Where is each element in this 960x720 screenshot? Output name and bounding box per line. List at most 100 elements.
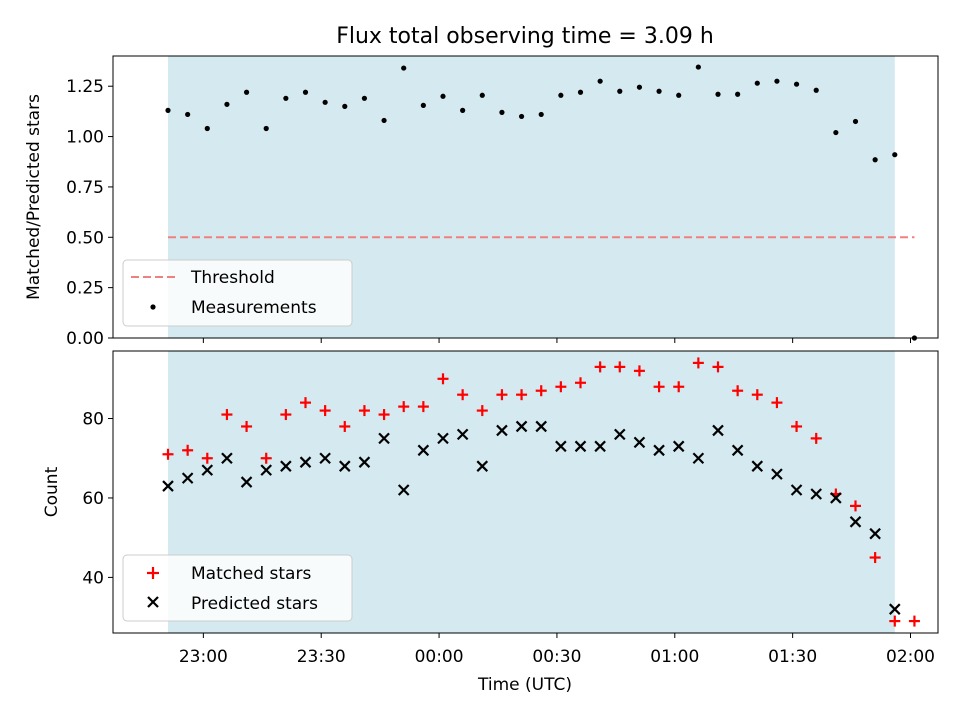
measurement-point bbox=[558, 92, 564, 98]
matched-star-point bbox=[378, 409, 390, 421]
bottom-legend-box bbox=[122, 554, 353, 622]
measurement-point bbox=[892, 152, 898, 158]
predicted-star-point bbox=[378, 432, 390, 445]
bottom-y-axis: 40 60 80 bbox=[82, 410, 113, 588]
bottom-x-axis: 23:00 23:30 00:00 00:30 01:00 01:30 02:00 bbox=[179, 633, 935, 667]
measurement-point bbox=[224, 101, 230, 107]
measurement-point bbox=[577, 89, 584, 95]
measurement-point bbox=[774, 78, 780, 84]
x-axis-label: Time (UTC) bbox=[477, 675, 572, 695]
matched-star-point bbox=[889, 615, 901, 627]
predicted-star-point bbox=[299, 456, 312, 468]
threshold-legend-label: Threshold bbox=[190, 268, 275, 288]
top-panel-frame bbox=[112, 55, 939, 339]
matched-star-point bbox=[221, 409, 233, 421]
measurement-point bbox=[165, 107, 171, 113]
measurement-point bbox=[852, 118, 859, 125]
bottom-y-tick-label: 80 bbox=[82, 410, 104, 430]
matched-star-point bbox=[712, 361, 724, 373]
matched-star-point bbox=[555, 381, 567, 393]
measurement-point bbox=[813, 87, 819, 93]
predicted-star-point bbox=[574, 440, 587, 453]
predicted-star-point bbox=[790, 484, 803, 496]
matched-star-point bbox=[280, 409, 292, 421]
x-tick-label: 01:00 bbox=[650, 647, 699, 667]
predicted-star-point bbox=[437, 432, 449, 445]
predicted-star-point bbox=[692, 452, 705, 465]
predicted-star-point bbox=[280, 460, 292, 472]
measurement-point bbox=[499, 109, 505, 115]
bottom-plot bbox=[162, 357, 920, 627]
predicted-star-point bbox=[771, 468, 783, 480]
measurements-legend-swatch bbox=[150, 304, 156, 310]
bottom-panel-frame bbox=[112, 350, 939, 634]
matched-star-point bbox=[614, 361, 626, 373]
predicted-star-point bbox=[672, 440, 685, 453]
measurement-point bbox=[479, 92, 485, 98]
matched-star-point bbox=[260, 452, 272, 464]
measurement-point bbox=[460, 107, 466, 113]
measurement-point bbox=[204, 125, 210, 132]
matched-star-point bbox=[732, 385, 744, 397]
matched-star-point bbox=[594, 361, 606, 373]
matched-star-point bbox=[417, 401, 429, 413]
predicted-star-point bbox=[594, 440, 606, 453]
bottom-y-axis-label: Count bbox=[42, 466, 62, 517]
predicted-star-point bbox=[849, 516, 862, 528]
measurement-point bbox=[185, 111, 191, 118]
top-y-tick-label: 1.00 bbox=[66, 128, 104, 148]
predicted-star-point bbox=[417, 444, 430, 457]
measurement-point bbox=[263, 125, 269, 132]
matched-star-point bbox=[241, 420, 253, 432]
matched-star-point bbox=[319, 405, 331, 417]
bottom-legend: Matched stars Predicted stars bbox=[122, 554, 353, 622]
measurement-point bbox=[302, 89, 309, 95]
matched-legend-label: Matched stars bbox=[191, 564, 311, 584]
predicted-star-point bbox=[555, 440, 567, 453]
matched-star-point bbox=[496, 389, 508, 401]
measurement-point bbox=[872, 157, 878, 163]
matched-star-point bbox=[398, 401, 410, 413]
predicted-star-point bbox=[456, 428, 469, 441]
predicted-star-point bbox=[633, 436, 646, 449]
x-tick-label: 02:00 bbox=[886, 647, 935, 667]
predicted-star-point bbox=[221, 452, 233, 465]
matched-star-point bbox=[535, 385, 547, 397]
predicted-star-point bbox=[476, 460, 489, 472]
measurement-point bbox=[695, 64, 701, 70]
matched-star-point bbox=[751, 389, 763, 401]
x-tick-label: 01:30 bbox=[768, 647, 817, 667]
predicted-star-point bbox=[653, 444, 665, 457]
top-y-axis: 0.00 0.25 0.50 0.75 1.00 1.25 bbox=[66, 77, 113, 349]
predicted-star-point bbox=[496, 424, 508, 437]
matched-star-point bbox=[300, 397, 311, 409]
measurement-point bbox=[518, 113, 525, 120]
measurement-point bbox=[833, 129, 839, 136]
predicted-star-point bbox=[869, 527, 881, 540]
top-x-ticks bbox=[202, 338, 911, 343]
bottom-y-tick-label: 60 bbox=[82, 489, 104, 509]
predicted-star-point bbox=[358, 456, 371, 468]
matched-star-point bbox=[339, 420, 351, 432]
matched-star-point bbox=[653, 381, 665, 393]
matched-star-point bbox=[810, 432, 822, 444]
measurements-legend-label: Measurements bbox=[191, 298, 317, 318]
matched-star-point bbox=[692, 357, 704, 369]
measurement-point bbox=[538, 111, 544, 118]
predicted-star-point bbox=[535, 420, 547, 433]
predicted-star-point bbox=[830, 492, 842, 504]
measurement-point bbox=[676, 92, 682, 98]
predicted-star-point bbox=[260, 464, 272, 476]
measurement-point bbox=[754, 80, 760, 86]
matched-legend-swatch bbox=[147, 567, 159, 579]
measurement-point bbox=[342, 103, 348, 109]
matched-star-point bbox=[358, 405, 370, 417]
top-y-tick-label: 0.50 bbox=[66, 228, 104, 248]
measurement-point bbox=[597, 78, 603, 84]
matched-star-point bbox=[575, 377, 586, 389]
matched-star-point bbox=[791, 420, 803, 432]
measurement-point bbox=[243, 89, 250, 95]
measurement-point bbox=[656, 88, 662, 94]
predicted-star-point bbox=[731, 444, 744, 457]
matched-star-point bbox=[437, 373, 449, 385]
